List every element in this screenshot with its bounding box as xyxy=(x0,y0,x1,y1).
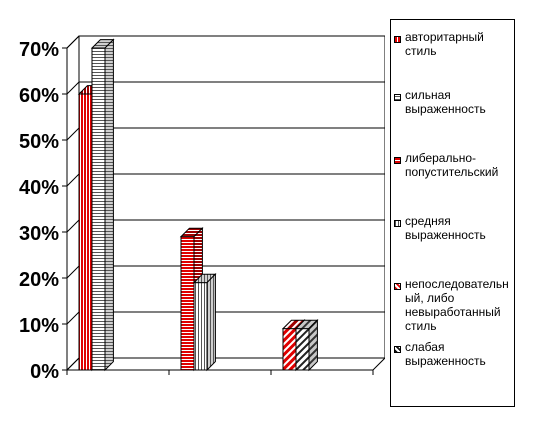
bar-front xyxy=(193,282,208,371)
bar-front xyxy=(282,328,297,371)
legend-label: либерально- попустительский xyxy=(405,151,499,179)
y-tick-label: 30% xyxy=(19,223,59,245)
legend-swatch xyxy=(394,283,401,290)
legend-swatch xyxy=(394,94,401,101)
gridline xyxy=(66,173,385,187)
y-tick-label: 40% xyxy=(19,177,59,199)
legend-swatch xyxy=(394,346,401,353)
gridline xyxy=(66,311,385,325)
gridline xyxy=(66,265,385,279)
bar-chart: 0% 10% 20% 30% 40% 50% 60% 70% xyxy=(19,35,385,383)
legend-label: слабая выраженность xyxy=(405,340,486,368)
legend-label: авторитарный стиль xyxy=(405,30,484,58)
bar-front xyxy=(295,328,310,371)
gridline xyxy=(66,219,385,233)
gridline xyxy=(66,81,385,95)
bar-front xyxy=(91,47,106,371)
bar xyxy=(90,38,115,372)
gridline xyxy=(66,127,385,141)
y-tick-label: 0% xyxy=(30,361,59,383)
legend-swatch xyxy=(394,157,401,164)
plot-floor xyxy=(67,357,385,371)
chart-legend: авторитарный стиль сильная выраженность … xyxy=(390,19,515,407)
bar-front xyxy=(180,236,195,371)
legend-label: непоследовательн ый, либо невыработанный… xyxy=(405,277,509,333)
legend-label: средняя выраженность xyxy=(405,214,486,242)
bar-side xyxy=(206,272,216,372)
gridline xyxy=(66,357,385,371)
bar-front xyxy=(78,93,93,371)
legend-label: сильная выраженность xyxy=(405,88,486,116)
bar-side xyxy=(308,318,318,372)
bar xyxy=(294,318,319,372)
bar xyxy=(192,272,217,372)
y-tick-label: 70% xyxy=(19,39,59,61)
legend-swatch xyxy=(394,36,401,43)
plot-wall xyxy=(66,35,385,371)
y-tick-label: 50% xyxy=(19,131,59,153)
legend-swatch xyxy=(394,220,401,227)
gridline xyxy=(66,35,385,49)
y-tick-label: 20% xyxy=(19,269,59,291)
y-tick-label: 60% xyxy=(19,85,59,107)
bar-side xyxy=(104,38,114,372)
y-tick-label: 10% xyxy=(19,315,59,337)
